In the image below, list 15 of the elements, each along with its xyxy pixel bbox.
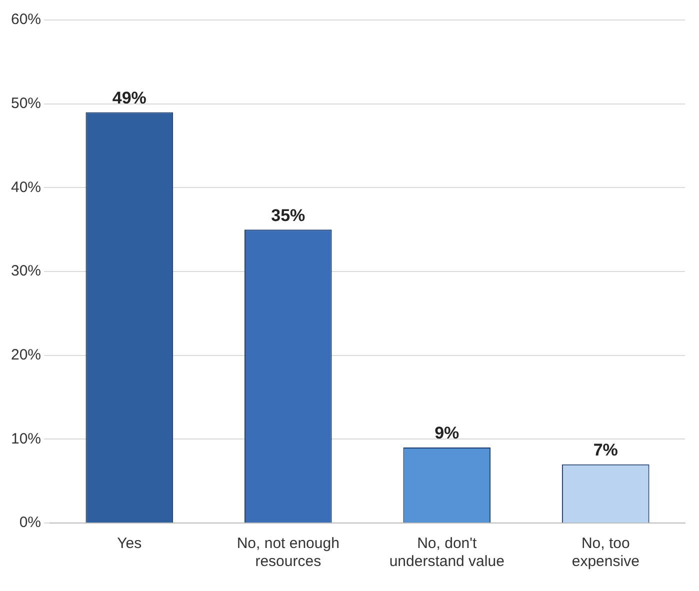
y-tick-label: 10%	[10, 430, 42, 448]
y-tick-label: 50%	[10, 94, 42, 112]
x-tick-label: No, not enough resources	[236, 535, 340, 570]
data-label: 49%	[112, 88, 146, 108]
data-label: 7%	[593, 440, 618, 460]
x-tick-label: Yes	[117, 535, 142, 552]
x-tick-label: No, too expensive	[572, 535, 640, 570]
y-tick-label: 20%	[10, 346, 42, 364]
data-label: 9%	[434, 424, 460, 443]
y-tick-label: 30%	[10, 262, 42, 280]
x-tick-label: No, don't understand value	[389, 535, 504, 570]
y-tick-label: 40%	[10, 178, 42, 196]
y-tick-label: 60%	[10, 11, 42, 28]
y-tick-label: 0%	[19, 514, 42, 532]
data-label: 35%	[271, 206, 306, 225]
